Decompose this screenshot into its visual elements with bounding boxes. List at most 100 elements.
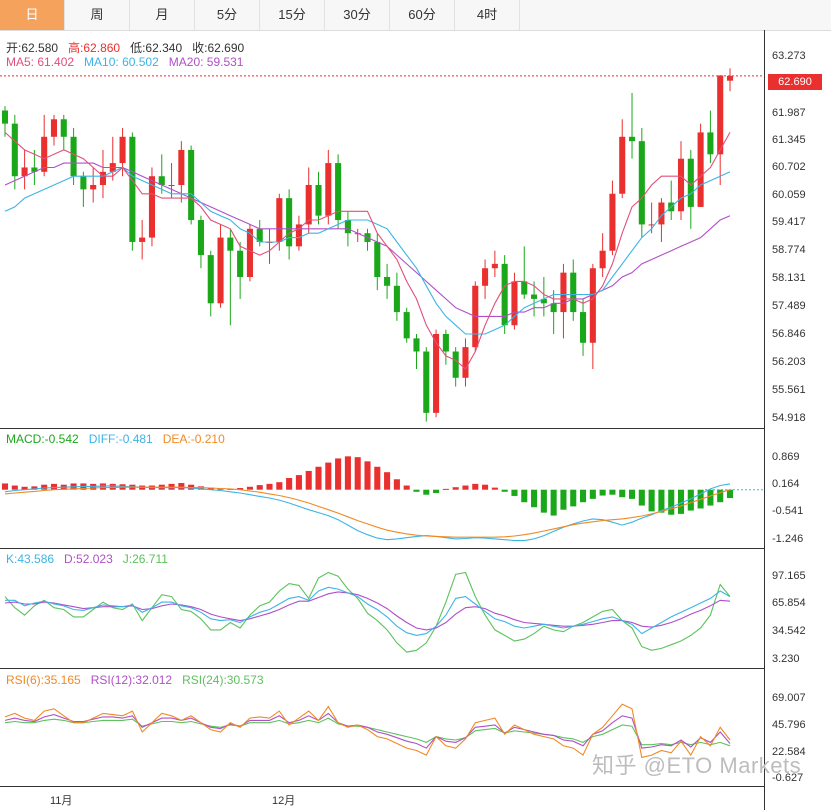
candle-body [697,132,704,207]
kdj-legend: K:43.586 D:52.023 J:26.711 [6,552,178,566]
kdj-tick: 97.165 [772,570,806,582]
macd-bar [11,485,18,490]
rsi-tick: -0.627 [772,772,804,784]
candle-body [286,198,293,247]
diff-line [4,483,731,542]
kdj-panel-border [0,668,764,669]
macd-bar [638,489,645,506]
macd-bar [354,457,361,490]
macd-bar [658,489,665,513]
candle-body [227,237,234,251]
candle-body [482,268,489,286]
price-tick: 54.918 [772,412,806,424]
tab-60min[interactable]: 60分 [390,0,455,30]
candle-body [550,303,557,313]
candle-body [335,163,342,221]
macd-bar [707,489,714,506]
macd-bar [276,482,283,490]
macd-bar [256,485,263,490]
candle-body [188,149,195,221]
macd-bar [589,489,596,499]
macd-value: MACD:-0.542 [6,432,79,446]
macd-bar [364,461,371,490]
macd-bar [550,489,557,516]
candle-body [246,228,253,278]
macd-bar [472,483,479,490]
ma20-value: MA20: 59.531 [168,55,244,69]
price-panel-border [0,428,764,429]
macd-bar [403,485,410,490]
candle-body [521,281,528,295]
macd-bar [482,484,489,490]
macd-bar [442,488,449,490]
price-tick: 59.417 [772,216,806,228]
macd-bar [295,475,302,490]
price-tick: 55.561 [772,384,806,396]
macd-bar [286,478,293,490]
tab-4hour[interactable]: 4时 [455,0,520,30]
rsi24-value: RSI(24):30.573 [182,673,264,687]
macd-bar [1,483,9,490]
candle-body [384,277,391,286]
candle-body [217,237,224,304]
macd-bar [511,489,518,496]
tab-day[interactable]: 日 [0,0,65,30]
candle-body [11,123,18,177]
ohlc-legend: 开:62.580 高:62.860 低:62.340 收:62.690 [6,39,254,56]
candle-body [491,263,498,269]
candle-body [60,119,67,137]
macd-bar [266,483,273,490]
kdj-tick: 65.854 [772,597,806,609]
candle-body [139,237,146,242]
candle-body [599,250,606,269]
candle-body [70,136,77,177]
candle-body [433,333,440,413]
high-value: 高:62.860 [68,41,121,55]
diff-value: DIFF:-0.481 [88,432,153,446]
macd-bar [540,489,547,513]
macd-bar [344,456,351,490]
macd-bar [570,489,577,507]
macd-bar [717,489,724,503]
macd-bar [413,489,420,492]
candle-body [638,141,645,225]
ma20-line [4,162,731,317]
rsi-legend: RSI(6):35.165 RSI(12):32.012 RSI(24):30.57… [6,673,274,687]
candle-body [658,202,665,225]
macd-bar [217,488,224,490]
macd-bar [21,486,28,490]
macd-bar [393,479,400,490]
macd-tick: 0.869 [772,451,800,463]
tab-5min[interactable]: 5分 [195,0,260,30]
macd-bar [501,489,508,492]
kdj-tick: 34.542 [772,625,806,637]
macd-bar [609,489,616,495]
macd-legend: MACD:-0.542 DIFF:-0.481 DEA:-0.210 [6,432,235,446]
candle-body [687,158,694,207]
candle-body [129,136,136,242]
ma5-value: MA5: 61.402 [6,55,75,69]
rsi-tick: 22.584 [772,746,806,758]
candle-body [413,338,420,352]
macd-bar [237,488,244,490]
macd-bar [384,472,391,490]
tab-30min[interactable]: 30分 [325,0,390,30]
d-value: D:52.023 [64,552,113,566]
rsi6-line [4,703,731,759]
tab-week[interactable]: 周 [65,0,130,30]
candle-body [580,312,587,343]
tab-month[interactable]: 月 [130,0,195,30]
macd-tick: 0.164 [772,478,800,490]
candle-body [31,167,38,172]
macd-bar [687,489,694,511]
rsi12-line [4,712,731,749]
candle-body [501,263,508,326]
price-tick: 56.846 [772,328,806,340]
candle-body [305,184,312,225]
macd-tick: -1.246 [772,533,804,545]
macd-bar [648,489,655,512]
macd-bar [325,462,332,490]
macd-bar [726,489,734,499]
tab-15min[interactable]: 15分 [260,0,325,30]
